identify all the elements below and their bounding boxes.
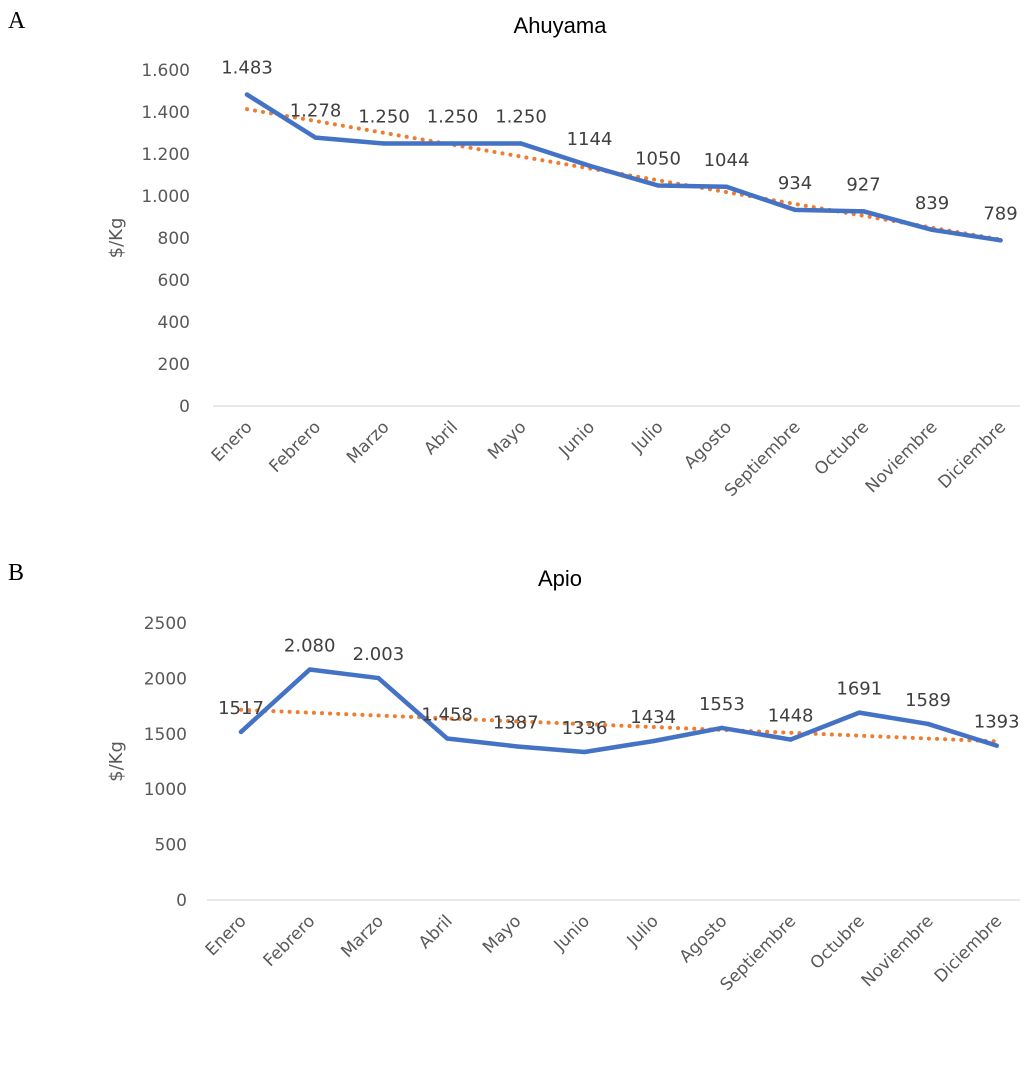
data-point (719, 725, 725, 731)
x-tick-label: Mayo (479, 911, 525, 957)
y-tick-label: 1.200 (141, 145, 190, 165)
x-tick-label: Diciembre (931, 911, 1007, 987)
data-point (444, 736, 450, 741)
y-tick-label: 200 (158, 355, 190, 375)
data-label: 2.080 (284, 636, 336, 657)
data-label: 1.278 (290, 101, 342, 122)
data-label: 1691 (836, 679, 882, 700)
data-point (998, 238, 1003, 243)
x-tick-label: Marzo (337, 911, 387, 961)
data-point (307, 667, 312, 672)
y-axis-title: $/Kg (106, 741, 127, 782)
x-tick-label: Agosto (676, 911, 732, 967)
data-label: 2.003 (353, 644, 405, 665)
data-label: 1517 (218, 698, 264, 719)
x-tick-label: Abril (415, 911, 457, 953)
data-label: 1.483 (221, 58, 273, 79)
chart-title: Apio (538, 566, 582, 591)
data-label: 1.250 (358, 107, 410, 128)
trendline (239, 707, 999, 744)
y-tick-label: 1000 (144, 780, 187, 800)
y-tick-label: 500 (155, 836, 187, 856)
data-label: 1393 (974, 712, 1020, 733)
data-label: 1553 (699, 694, 745, 715)
data-point (861, 209, 866, 214)
y-tick-label: 600 (158, 271, 190, 291)
x-tick-label: Enero (208, 417, 257, 466)
y-tick-label: 1.600 (141, 61, 190, 81)
data-label: 1.250 (427, 107, 479, 128)
x-tick-label: Julio (627, 417, 667, 457)
panel-label-b: B (8, 560, 25, 586)
data-point (994, 743, 999, 748)
x-tick-label: Agosto (680, 417, 736, 473)
y-tick-label: 0 (179, 397, 190, 417)
data-label: 1387 (493, 712, 539, 733)
data-label: 927 (846, 174, 880, 195)
data-label: 839 (915, 193, 949, 214)
data-point (857, 710, 862, 715)
data-label: 789 (983, 203, 1017, 224)
data-point (929, 227, 935, 233)
data-label: 1050 (635, 149, 681, 170)
x-tick-label: Junio (555, 417, 599, 461)
panel-label-a: A (8, 8, 26, 34)
y-tick-label: 1.400 (141, 103, 190, 123)
data-label: 1.250 (495, 107, 547, 128)
x-tick-label: Diciembre (935, 417, 1011, 493)
data-point (376, 675, 381, 681)
data-label: 1044 (704, 150, 750, 171)
data-point (450, 141, 455, 146)
series-line (238, 667, 999, 755)
data-point (724, 184, 729, 189)
x-tick-label: Mayo (484, 417, 530, 463)
data-point (244, 92, 250, 97)
x-tick-label: Febrero (265, 417, 325, 477)
data-label: 1144 (567, 129, 613, 150)
x-tick-label: Octubre (807, 911, 869, 973)
x-tick-label: Julio (623, 911, 663, 951)
data-label: 1336 (562, 718, 608, 739)
data-label: 934 (778, 173, 812, 194)
y-tick-label: 1.000 (141, 187, 190, 207)
x-tick-label: Noviembre (858, 911, 938, 991)
data-label: 1448 (768, 706, 814, 727)
data-label: 1434 (630, 707, 676, 728)
data-label: 1.458 (421, 704, 473, 725)
x-tick-label: Octubre (811, 417, 873, 479)
series-line (244, 92, 1003, 243)
y-tick-label: 0 (176, 891, 187, 911)
x-tick-label: Enero (202, 911, 251, 960)
x-tick-label: Febrero (260, 911, 320, 971)
data-point (381, 141, 387, 146)
data-point (238, 729, 244, 735)
y-tick-label: 1500 (144, 725, 187, 745)
data-point (313, 135, 318, 140)
y-tick-label: 2500 (144, 614, 187, 634)
chart-apio: Apio $/Kg 0 500 1000 1500 2000 2500 Enero Febrero… (106, 566, 1020, 995)
y-tick-label: 800 (158, 229, 190, 249)
y-tick-label: 400 (158, 313, 190, 333)
data-point (651, 738, 656, 744)
data-point (518, 141, 524, 146)
data-point (788, 737, 793, 742)
chart-title: Ahuyama (514, 13, 608, 38)
data-point (587, 163, 592, 168)
data-point (655, 183, 661, 188)
x-tick-label: Abril (420, 417, 462, 459)
chart-ahuyama: Ahuyama $/Kg 0 200 400 600 800 1.000 1.200 1.400 1… (106, 13, 1020, 501)
data-label: 1589 (905, 690, 951, 711)
data-point (792, 207, 798, 213)
data-point (925, 721, 931, 727)
x-tick-label: Junio (550, 911, 594, 955)
y-axis-title: $/Kg (106, 218, 127, 259)
y-tick-label: 2000 (144, 669, 187, 689)
x-tick-label: Marzo (343, 417, 393, 467)
x-tick-label: Noviembre (862, 417, 942, 497)
data-point (513, 744, 518, 749)
data-point (582, 749, 587, 755)
